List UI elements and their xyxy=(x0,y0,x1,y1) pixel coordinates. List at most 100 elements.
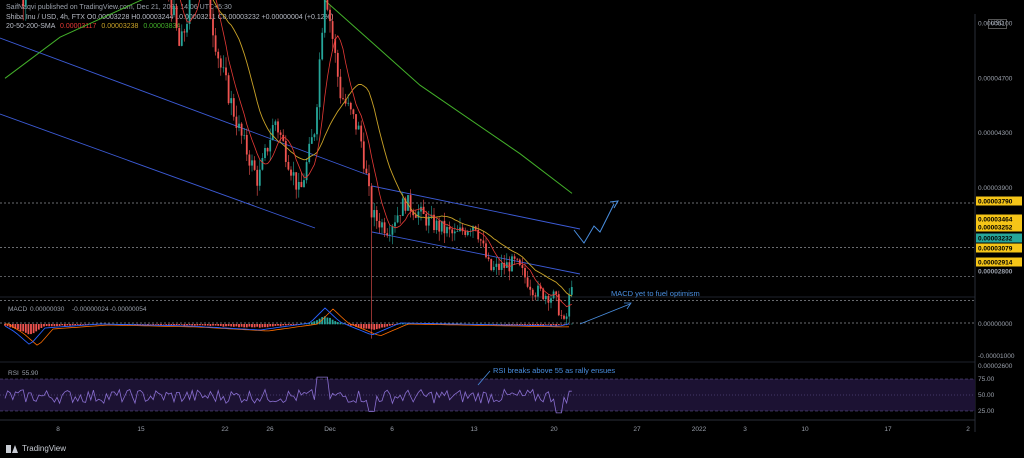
macd-hist-bar xyxy=(271,324,274,327)
candle-body xyxy=(570,287,573,295)
candle-body xyxy=(240,123,243,136)
macd-hist-bar xyxy=(264,324,266,328)
macd-hist-bar xyxy=(82,324,84,325)
candle-body xyxy=(290,169,292,176)
projection-path xyxy=(573,203,615,244)
candle-body xyxy=(331,21,334,39)
candle-body xyxy=(407,195,409,211)
candle-body xyxy=(381,222,383,228)
time-tick-label: 22 xyxy=(221,426,229,433)
candle-body xyxy=(305,162,308,181)
candle-body xyxy=(175,5,178,29)
candle-body xyxy=(435,220,438,231)
candle-body xyxy=(360,125,363,142)
time-tick-label: Dec xyxy=(324,426,336,433)
candle-body xyxy=(401,198,404,216)
macd-axis-neg: -0.00001000 xyxy=(978,353,1015,360)
sma-line: 20-50-200-SMA 0.00003117 0.00003238 0.00… xyxy=(6,22,180,31)
time-tick-label: 13 xyxy=(470,426,478,433)
macd-hist-bar xyxy=(513,324,516,325)
macd-hist-bar xyxy=(232,324,235,327)
candle-body xyxy=(375,210,378,221)
macd-hist-bar xyxy=(492,324,495,325)
candle-body xyxy=(313,134,316,138)
candle-body xyxy=(396,215,399,223)
macd-hist-bar xyxy=(35,324,38,332)
rsi-value: 55.90 xyxy=(22,370,39,377)
candle-body xyxy=(446,227,448,234)
candle-body xyxy=(420,206,422,212)
macd-hist-bar xyxy=(310,322,313,325)
projection-arrowhead xyxy=(609,200,619,209)
macd-hist-bar xyxy=(243,324,246,328)
macd-hist-bar xyxy=(381,324,383,328)
macd-hist-bar xyxy=(40,324,43,328)
price-tick-label: 0.00004300 xyxy=(978,130,1013,137)
candle-body xyxy=(297,181,300,190)
sma50-line xyxy=(212,0,572,297)
candle-body xyxy=(565,316,568,319)
candle-body xyxy=(365,168,368,174)
macd-hist-bar xyxy=(274,324,277,326)
candle-body xyxy=(329,9,331,22)
macd-hist-bar xyxy=(53,324,56,327)
macd-hist-bar xyxy=(180,324,183,325)
candle-body xyxy=(448,227,451,230)
sma-label: 20-50-200-SMA xyxy=(6,23,56,30)
macd-hist-bar xyxy=(170,324,173,326)
price-tick-label: 0.00005100 xyxy=(978,21,1013,28)
macd-hist-bar xyxy=(71,324,74,326)
candle-body xyxy=(22,0,25,7)
macd-hist-bar xyxy=(9,324,12,328)
currency-badge[interactable]: USD xyxy=(988,19,1007,29)
candle-body xyxy=(170,0,173,16)
macd-annotation-arrow xyxy=(579,303,631,325)
candle-body xyxy=(292,172,295,176)
candle-body xyxy=(274,121,277,126)
macd-hist-bar xyxy=(537,324,539,326)
macd-hist-bar xyxy=(544,324,547,325)
macd-hist-bar xyxy=(570,323,573,325)
candle-body xyxy=(456,231,459,232)
macd-hist-bar xyxy=(48,324,51,327)
macd-hist-bar xyxy=(292,324,295,325)
price-label-bg xyxy=(976,243,1022,253)
candle-body xyxy=(503,262,506,268)
macd-signal-value: -0.00000024 xyxy=(72,306,109,313)
macd-hist-bar xyxy=(266,324,269,328)
sma20-value: 0.00003117 xyxy=(59,23,97,30)
macd-hist-bar xyxy=(401,323,404,325)
candle-body xyxy=(417,211,420,218)
macd-hist-bar xyxy=(22,324,25,332)
macd-hist-bar xyxy=(167,324,170,325)
macd-hist-bar xyxy=(74,324,77,326)
candle-body xyxy=(479,239,482,241)
candle-body xyxy=(323,0,326,33)
candle-body xyxy=(440,220,443,232)
macd-axis-zero: 0.00000000 xyxy=(978,321,1013,328)
candle-body xyxy=(495,263,498,267)
candle-body xyxy=(498,263,500,270)
candle-body xyxy=(284,140,287,162)
macd-hist-bar xyxy=(365,324,368,329)
macd-hist-bar xyxy=(290,324,292,325)
candle-body xyxy=(542,288,545,300)
macd-hist-bar xyxy=(388,324,391,326)
macd-hist-bar xyxy=(154,324,157,325)
time-tick-label: 20 xyxy=(550,426,558,433)
candle-body xyxy=(534,295,537,297)
candle-body xyxy=(258,169,261,186)
candle-body xyxy=(438,220,441,232)
macd-hist-bar xyxy=(30,324,32,335)
candle-body xyxy=(266,147,269,152)
macd-hist-bar xyxy=(6,324,9,327)
price-tick-label: 0.00002600 xyxy=(978,363,1013,370)
candle-body xyxy=(386,233,389,236)
candle-body xyxy=(383,222,386,234)
candle-body xyxy=(487,257,490,260)
macd-hist-value: -0.00000054 xyxy=(110,306,147,313)
macd-hist-bar xyxy=(334,321,337,325)
price-tick-label: 0.00003900 xyxy=(978,185,1013,192)
macd-hist-bar xyxy=(24,324,27,333)
